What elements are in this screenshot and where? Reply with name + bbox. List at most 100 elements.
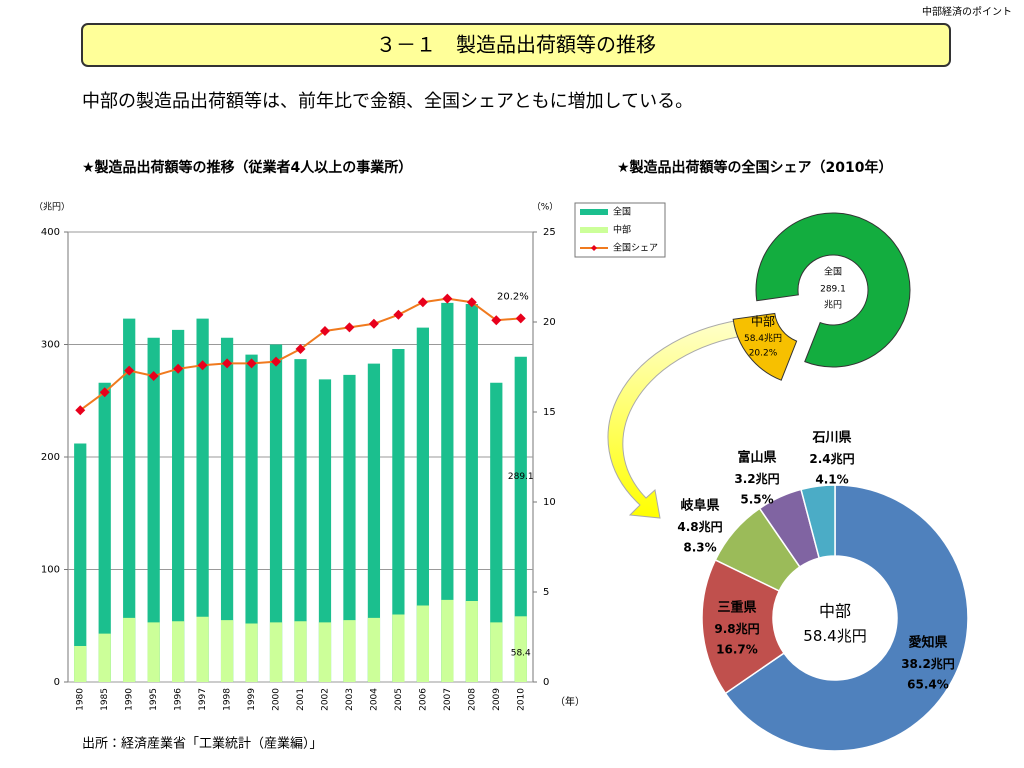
bar (441, 599, 454, 682)
x-tick-label: 2004 (369, 688, 379, 711)
x-tick-label: 1997 (198, 688, 208, 711)
y2-tick-label: 15 (543, 407, 556, 418)
bar (441, 302, 454, 682)
slice-label: 愛知県 (908, 635, 947, 651)
slice-percent: 8.3% (683, 541, 716, 555)
bar (465, 601, 478, 682)
data-label: 289.1 (508, 472, 534, 482)
bar (74, 646, 87, 682)
source: 出所：経済産業省「工業統計（産業編）」 (82, 736, 323, 752)
x-axis-label: （年） (555, 695, 585, 708)
share-marker (124, 365, 135, 376)
bar (465, 304, 478, 682)
legend-swatch (580, 209, 608, 215)
share-marker (222, 358, 233, 369)
y2-tick-label: 10 (543, 497, 556, 508)
bar (392, 614, 405, 682)
slice-percent: 5.5% (740, 493, 773, 507)
bar (196, 318, 209, 682)
slice-label: 岐阜県 (680, 498, 719, 514)
share-marker (271, 356, 282, 367)
title: ３－１ 製造品出荷額等の推移 (376, 33, 656, 57)
legend-swatch (591, 245, 597, 251)
bar (392, 349, 405, 682)
subtitle: 中部の製造品出荷額等は、前年比で金額、全国シェアともに増加している。 (82, 91, 693, 112)
data-label: 20.2% (497, 291, 529, 302)
slice-value: 2.4 (809, 452, 830, 466)
bar (98, 382, 111, 682)
slice-label: 全国 (824, 266, 842, 278)
slice-value: 4.8兆円 (677, 519, 722, 534)
bar (123, 318, 136, 682)
bar (367, 363, 381, 682)
share-marker (491, 315, 502, 326)
slice-value: 4.8 (677, 520, 698, 534)
share-marker (344, 322, 355, 333)
share-marker (466, 297, 477, 308)
slice-value: 9.8兆円 (714, 621, 759, 636)
bar (220, 337, 234, 682)
bar (514, 356, 527, 682)
bar (220, 620, 234, 682)
legend-label: 全国シェア (613, 242, 658, 254)
donut-slice (732, 312, 798, 381)
slice-percent: 16.7% (716, 643, 758, 657)
x-tick-label: 2006 (418, 688, 428, 711)
slice-label: 石川県 (811, 431, 851, 446)
share-label: 20.2% (749, 349, 778, 359)
x-tick-label: 1985 (100, 688, 110, 711)
donut-slice (701, 558, 785, 695)
center-title: 中部 (819, 602, 851, 621)
x-tick-label: 2008 (467, 688, 477, 711)
x-tick-label: 2001 (296, 688, 306, 711)
share-marker (515, 313, 526, 324)
slice-unit: 兆円 (699, 519, 723, 534)
x-tick-label: 2007 (443, 688, 453, 711)
chart-title: ★製造品出荷額等の推移（従業者4人以上の事業所） (82, 159, 412, 176)
bar (318, 622, 332, 682)
x-tick-label: 1999 (247, 688, 257, 711)
bar (123, 617, 136, 682)
bar (269, 344, 283, 682)
share-marker (99, 387, 110, 398)
bar (514, 616, 527, 682)
bar (294, 359, 307, 682)
y2-tick-label: 5 (543, 587, 549, 598)
donut-slice (755, 212, 911, 368)
x-tick-label: 2000 (272, 688, 282, 711)
center-unit: 兆円 (837, 627, 867, 645)
legend-label: 中部 (613, 224, 631, 236)
bar (196, 616, 209, 682)
slice-value: 3.2 (734, 472, 755, 486)
bar (490, 622, 503, 682)
header-note: 中部経済のポイント (922, 5, 1012, 18)
y2-tick-label: 25 (543, 227, 556, 238)
slice-label: 三重県 (717, 600, 756, 616)
slice-value: 38.2兆円 (901, 656, 955, 671)
bar (147, 622, 160, 682)
share-marker (319, 326, 330, 336)
arrow (607, 319, 749, 519)
bar (318, 379, 332, 682)
y-tick-label: 300 (41, 340, 60, 351)
slice-unit: 兆円 (756, 471, 780, 486)
x-tick-label: 1996 (174, 688, 184, 711)
bar (245, 354, 258, 682)
bar (245, 623, 258, 682)
share-marker (246, 358, 257, 369)
center-value: 58.4兆円 (803, 627, 866, 645)
slice-value: 289.1 (820, 285, 846, 295)
x-tick-label: 2005 (394, 688, 404, 711)
slice-value: 58.4兆円 (744, 333, 782, 344)
y-tick-label: 200 (41, 452, 60, 463)
bar (416, 605, 429, 682)
slice-unit: 兆円 (824, 300, 842, 311)
slice-unit: 兆円 (736, 621, 760, 636)
x-tick-label: 2003 (345, 688, 355, 711)
y-tick-label: 0 (54, 677, 60, 688)
bar (343, 374, 356, 682)
bar (367, 617, 381, 682)
x-tick-label: 1995 (149, 688, 159, 711)
data-label: 58.4 (511, 649, 531, 659)
